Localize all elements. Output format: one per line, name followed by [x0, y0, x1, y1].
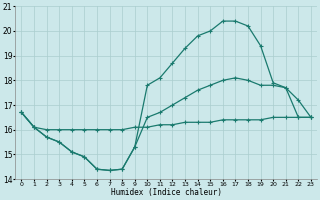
X-axis label: Humidex (Indice chaleur): Humidex (Indice chaleur): [111, 188, 222, 197]
